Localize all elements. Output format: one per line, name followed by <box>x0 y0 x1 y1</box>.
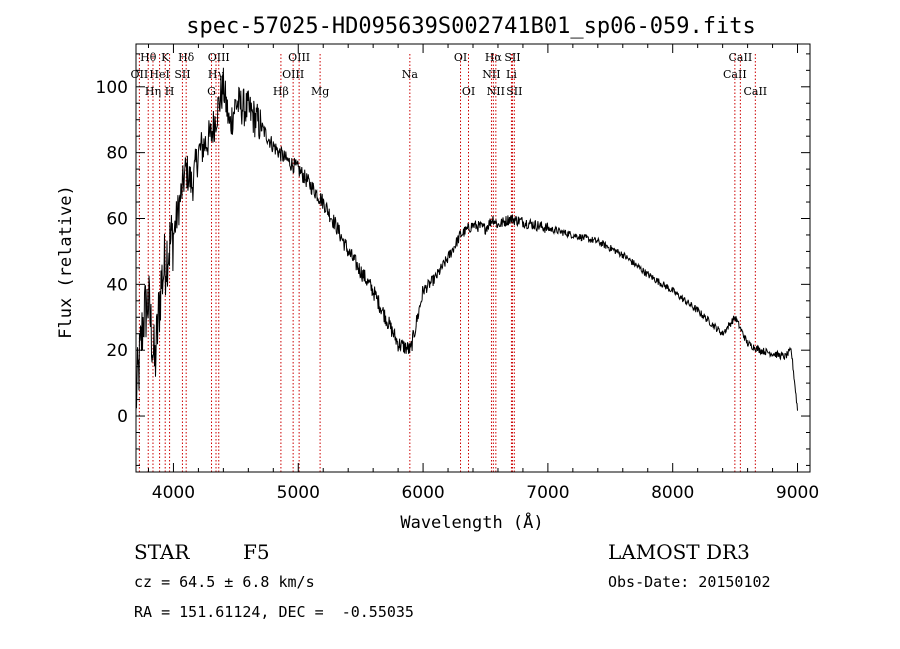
y-tick-label: 20 <box>106 341 128 361</box>
spectral-line-label: SII <box>174 68 190 81</box>
spectral-line-label: SII <box>504 51 520 64</box>
spectrum-chart: spec-57025-HD095639S002741B01_sp06-059.f… <box>56 14 819 533</box>
survey-name: LAMOST DR3 <box>608 540 750 564</box>
spectral-line-label: Hδ <box>178 51 195 64</box>
redshift-text: cz = 64.5 ± 6.8 km/s <box>134 573 315 591</box>
spectral-line-label: CaII <box>729 51 753 64</box>
spectral-line-label: Hα <box>485 51 503 64</box>
spectral-line-label: H <box>165 85 175 98</box>
x-tick-label: 7000 <box>526 483 569 503</box>
x-tick-label: 6000 <box>401 483 444 503</box>
x-tick-label: 4000 <box>152 483 195 503</box>
chart-title: spec-57025-HD095639S002741B01_sp06-059.f… <box>186 14 756 39</box>
coordinates-text: RA = 151.61124, DEC = -0.55035 <box>134 603 414 621</box>
spectral-line-label: Mg <box>311 85 329 98</box>
spectral-line-label: OI <box>462 85 475 98</box>
x-tick-label: 9000 <box>776 483 819 503</box>
x-tick-label: 5000 <box>277 483 320 503</box>
spectral-line-label: Li <box>506 68 517 81</box>
spectral-line-label: OI <box>454 51 467 64</box>
spectrum-line <box>135 67 798 411</box>
y-axis-label: Flux (relative) <box>56 185 76 339</box>
spectral-line-label: Hγ <box>208 68 225 81</box>
spectral-line-label: G <box>207 85 216 98</box>
x-axis-label: Wavelength (Å) <box>400 511 543 533</box>
y-axis-ticks: 0 20 40 60 80 100 <box>96 53 810 466</box>
spectral-line-label: SII <box>506 85 522 98</box>
spectral-line-label: K <box>161 51 170 64</box>
spectral-line-label: NII <box>482 68 500 81</box>
spectral-line-label: OIII <box>282 68 304 81</box>
object-subclass: F5 <box>243 540 270 564</box>
spectral-line-label: OIII <box>208 51 230 64</box>
spectral-line-label: Hη <box>145 85 161 98</box>
spectral-line-label: HeI <box>149 68 169 81</box>
y-tick-label: 0 <box>117 407 128 427</box>
y-tick-label: 60 <box>106 209 128 229</box>
spectral-line-label: OIII <box>288 51 310 64</box>
spectral-line-label: CaII <box>743 85 767 98</box>
spectral-line-labels: Hθ OII Hη HeI K H SII Hδ G Hγ OIII Hβ OIII OIII Mg Na OI… <box>131 51 768 98</box>
obs-date-text: Obs-Date: 20150102 <box>608 573 771 591</box>
y-tick-label: 80 <box>106 144 128 164</box>
spectral-line-label: OII <box>131 68 149 81</box>
object-class: STAR <box>134 540 190 564</box>
x-tick-label: 8000 <box>651 483 694 503</box>
spectral-line-label: Na <box>402 68 419 81</box>
spectral-line-label: Hθ <box>140 51 157 64</box>
spectral-line-label: NII <box>487 85 505 98</box>
x-axis-ticks: 4000 5000 6000 7000 8000 9000 <box>147 44 819 503</box>
y-tick-label: 40 <box>106 275 128 295</box>
spectral-line-label: Hβ <box>273 85 289 98</box>
y-tick-label: 100 <box>96 78 128 98</box>
spectral-line-label: CaII <box>723 68 747 81</box>
